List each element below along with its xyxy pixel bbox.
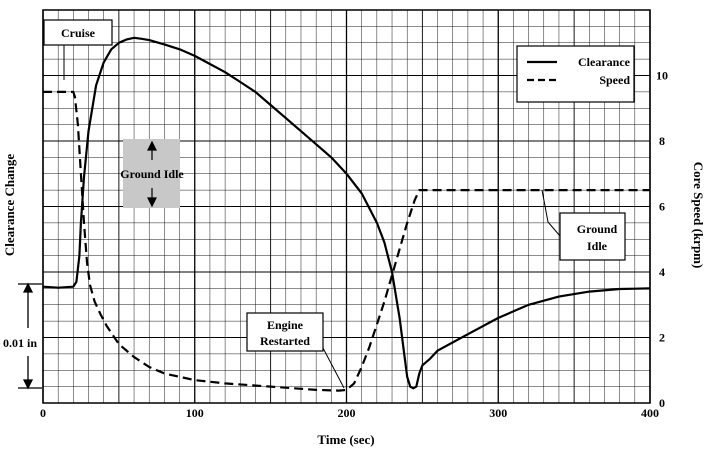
ground-idle-line1: Ground <box>577 222 618 236</box>
legend-box <box>516 45 635 103</box>
cruise-callout-box <box>43 19 113 46</box>
right-tick-label: 2 <box>659 331 665 345</box>
restart-callout-line1: Engine <box>267 318 304 332</box>
x-tick-label: 100 <box>186 406 204 420</box>
restart-leader <box>322 347 345 389</box>
right-tick-label: 0 <box>659 396 665 410</box>
right-tick-label: 4 <box>659 265 665 279</box>
restart-callout-line2: Restarted <box>260 334 310 348</box>
right-tick-label: 8 <box>659 134 665 148</box>
ground-idle-line2: Idle <box>587 239 608 253</box>
cruise-callout-label: Cruise <box>61 26 96 40</box>
right-tick-label: 6 <box>659 200 665 214</box>
legend-label-speed: Speed <box>599 73 630 87</box>
scale-label-001: Ground Idle <box>120 167 184 181</box>
plot-frame <box>42 9 651 404</box>
legend-label-clearance: Clearance <box>578 55 631 69</box>
x-axis-title: Time (sec) <box>317 432 374 447</box>
scale-arrow <box>147 140 157 208</box>
bracket-label-015: 0.01 in <box>3 336 37 350</box>
x-tick-label: 400 <box>641 406 659 420</box>
series-clearance <box>42 36 651 390</box>
x-tick-label: 200 <box>338 406 356 420</box>
x-tick-label: 0 <box>40 406 46 420</box>
right-axis-title: Core Speed (krpm) <box>691 162 706 269</box>
ground-idle-callout-box <box>559 212 626 261</box>
restart-callout-box <box>246 312 324 352</box>
ground-idle-leader <box>541 189 561 237</box>
clearance-bracket <box>18 282 42 390</box>
series-speed <box>43 90 650 392</box>
x-tick-label: 300 <box>489 406 507 420</box>
left-axis-title: Clearance Change <box>2 154 17 256</box>
right-tick-label: 10 <box>656 69 668 83</box>
